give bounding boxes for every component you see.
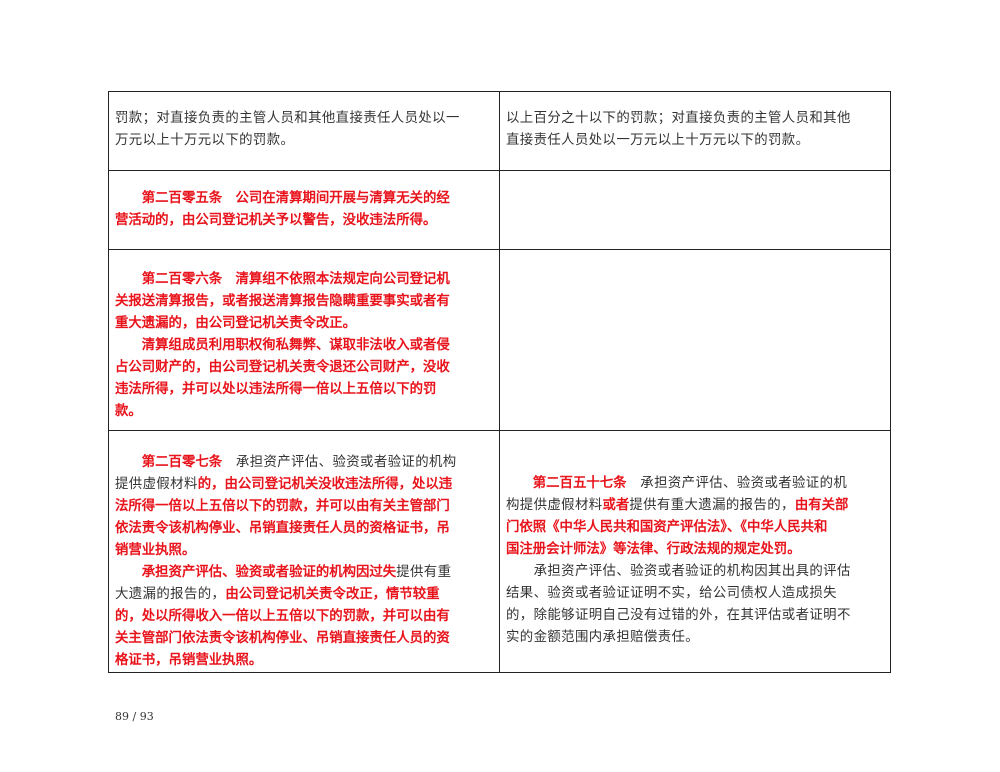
text-line: 承担资产评估、验资或者验证的机构因其出具的评估	[506, 561, 884, 583]
text-line: 清算组成员利用职权徇私舞弊、谋取非法收入或者侵	[115, 335, 493, 357]
highlighted-text: 款。	[115, 404, 142, 419]
table-row: 第二百零六条 清算组不依照本法规定向公司登记机 关报送清算报告，或者报送清算报告隐…	[108, 249, 891, 431]
text-segment: 提供有重大遗漏的报告的，	[629, 498, 795, 513]
text-line: 结果、验资或者验证证明不实，给公司债权人造成损失	[506, 583, 884, 605]
text-segment: 大遗漏的报告的，	[115, 587, 226, 602]
text-segment: 罚款；对直接负责的主管人员和其他直接责任人员处以一	[115, 111, 460, 126]
highlighted-text: 国注册会计师法》等法律、行政法规的规定处罚。	[506, 542, 801, 557]
text-segment: 直接责任人员处以一万元以上十万元以下的罚款。	[506, 133, 810, 148]
text-line: 占公司财产的，由公司登记机关责令退还公司财产，没收	[115, 357, 493, 379]
table-row: 罚款；对直接负责的主管人员和其他直接责任人员处以一 万元以上十万元以下的罚款。 以上…	[108, 91, 891, 171]
text-line: 第二百零五条 公司在清算期间开展与清算无关的经	[115, 188, 493, 210]
highlighted-text: 清算组成员利用职权徇私舞弊、谋取非法收入或者侵	[115, 338, 450, 353]
text-line: 重大遗漏的，由公司登记机关责令改正。	[115, 313, 493, 335]
text-line: 第二百五十七条 承担资产评估、验资或者验证的机	[506, 473, 884, 495]
right-cell	[499, 249, 891, 431]
highlighted-text: 重大遗漏的，由公司登记机关责令改正。	[115, 316, 357, 331]
highlighted-text: 第二百五十七条	[506, 476, 627, 491]
text-segment: 结果、验资或者验证证明不实，给公司债权人造成损失	[506, 586, 837, 601]
highlighted-text: 的，由公司登记机关没收违法所得，处以违	[197, 477, 453, 492]
text-line: 国注册会计师法》等法律、行政法规的规定处罚。	[506, 539, 884, 561]
left-cell: 第二百零七条 承担资产评估、验资或者验证的机构 提供虚假材料的，由公司登记机关没收…	[108, 430, 500, 673]
text-line: 提供虚假材料的，由公司登记机关没收违法所得，处以违	[115, 474, 493, 496]
highlighted-text: 违法所得，并可以处以违法所得一倍以上五倍以下的罚	[115, 382, 437, 397]
text-line: 销营业执照。	[115, 540, 493, 562]
highlighted-text: 占公司财产的，由公司登记机关责令退还公司财产，没收	[115, 360, 450, 375]
text-line: 承担资产评估、验资或者验证的机构因过失提供有重	[115, 562, 493, 584]
left-cell: 第二百零五条 公司在清算期间开展与清算无关的经 营活动的，由公司登记机关予以警告，…	[108, 170, 500, 250]
text-line: 法所得一倍以上五倍以下的罚款，并可以由有关主管部门	[115, 496, 493, 518]
highlighted-text: 第二百零五条 公司在清算期间开展与清算无关的经	[115, 191, 450, 206]
right-cell: 以上百分之十以下的罚款；对直接负责的主管人员和其他 直接责任人员处以一万元以上十万…	[499, 91, 891, 171]
text-line: 依法责令该机构停业、吊销直接责任人员的资格证书，吊	[115, 518, 493, 540]
text-line: 门依照《中华人民共和国资产评估法》、《中华人民共和	[506, 517, 884, 539]
text-line: 关主管部门依法责令该机构停业、吊销直接责任人员的资	[115, 628, 493, 650]
highlighted-text: 或者	[602, 498, 630, 513]
text-segment: 以上百分之十以下的罚款；对直接负责的主管人员和其他	[506, 111, 851, 126]
text-line: 直接责任人员处以一万元以上十万元以下的罚款。	[506, 130, 884, 152]
text-line: 万元以上十万元以下的罚款。	[115, 130, 493, 152]
text-line: 的，除能够证明自己没有过错的外，在其评估或者证明不	[506, 605, 884, 627]
highlighted-text: 由有关部	[794, 498, 849, 513]
text-segment: 构提供虚假材料	[506, 498, 603, 513]
text-segment: 的，除能够证明自己没有过错的外，在其评估或者证明不	[506, 608, 851, 623]
highlighted-text: 门依照《中华人民共和国资产评估法》、《中华人民共和	[506, 520, 828, 535]
highlighted-text: 关主管部门依法责令该机构停业、吊销直接责任人员的资	[115, 631, 450, 646]
page-number: 89 / 93	[115, 710, 154, 723]
text-line: 款。	[115, 401, 493, 423]
text-line: 大遗漏的报告的，由公司登记机关责令改正，情节较重	[115, 584, 493, 606]
text-segment: 承担资产评估、验资或者验证的机构因其出具的评估	[506, 564, 851, 579]
left-cell: 罚款；对直接负责的主管人员和其他直接责任人员处以一 万元以上十万元以下的罚款。	[108, 91, 500, 171]
highlighted-text: 的，处以所得收入一倍以上五倍以下的罚款，并可以由有	[115, 609, 450, 624]
text-line: 罚款；对直接负责的主管人员和其他直接责任人员处以一	[115, 108, 493, 130]
highlighted-text: 第二百零六条 清算组不依照本法规定向公司登记机	[115, 272, 450, 287]
highlighted-text: 依法责令该机构停业、吊销直接责任人员的资格证书，吊	[115, 521, 450, 536]
text-line: 构提供虚假材料或者提供有重大遗漏的报告的，由有关部	[506, 495, 884, 517]
text-line: 实的金额范围内承担赔偿责任。	[506, 627, 884, 649]
text-line: 第二百零六条 清算组不依照本法规定向公司登记机	[115, 269, 493, 291]
text-segment: 承担资产评估、验资或者验证的机	[626, 476, 848, 491]
right-cell	[499, 170, 891, 250]
highlighted-text: 格证书，吊销营业执照。	[115, 653, 263, 668]
highlighted-text: 关报送清算报告，或者报送清算报告隐瞒重要事实或者有	[115, 294, 450, 309]
left-cell: 第二百零六条 清算组不依照本法规定向公司登记机 关报送清算报告，或者报送清算报告隐…	[108, 249, 500, 431]
right-cell: 第二百五十七条 承担资产评估、验资或者验证的机 构提供虚假材料或者提供有重大遗漏的…	[499, 430, 891, 673]
text-line: 以上百分之十以下的罚款；对直接负责的主管人员和其他	[506, 108, 884, 130]
table-row: 第二百零五条 公司在清算期间开展与清算无关的经 营活动的，由公司登记机关予以警告，…	[108, 170, 891, 250]
text-line: 违法所得，并可以处以违法所得一倍以上五倍以下的罚	[115, 379, 493, 401]
text-segment: 实的金额范围内承担赔偿责任。	[506, 630, 700, 645]
text-segment: 承担资产评估、验资或者验证的机构	[222, 455, 457, 470]
highlighted-text: 承担资产评估、验资或者验证的机构因过失	[115, 565, 397, 580]
comparison-table: 罚款；对直接负责的主管人员和其他直接责任人员处以一 万元以上十万元以下的罚款。 以上…	[108, 91, 891, 673]
table-row: 第二百零七条 承担资产评估、验资或者验证的机构 提供虚假材料的，由公司登记机关没收…	[108, 430, 891, 673]
text-line: 第二百零七条 承担资产评估、验资或者验证的机构	[115, 452, 493, 474]
text-line: 关报送清算报告，或者报送清算报告隐瞒重要事实或者有	[115, 291, 493, 313]
text-line: 格证书，吊销营业执照。	[115, 650, 493, 672]
highlighted-text: 由公司登记机关责令改正，情节较重	[225, 587, 440, 602]
text-segment: 万元以上十万元以下的罚款。	[115, 133, 295, 148]
highlighted-text: 法所得一倍以上五倍以下的罚款，并可以由有关主管部门	[115, 499, 450, 514]
text-line: 营活动的，由公司登记机关予以警告，没收违法所得。	[115, 210, 493, 232]
highlighted-text: 营活动的，由公司登记机关予以警告，没收违法所得。	[115, 213, 437, 228]
text-line: 的，处以所得收入一倍以上五倍以下的罚款，并可以由有	[115, 606, 493, 628]
text-segment: 提供虚假材料	[115, 477, 198, 492]
text-segment: 提供有重	[396, 565, 452, 580]
highlighted-text: 销营业执照。	[115, 543, 196, 558]
highlighted-text: 第二百零七条	[115, 455, 223, 470]
